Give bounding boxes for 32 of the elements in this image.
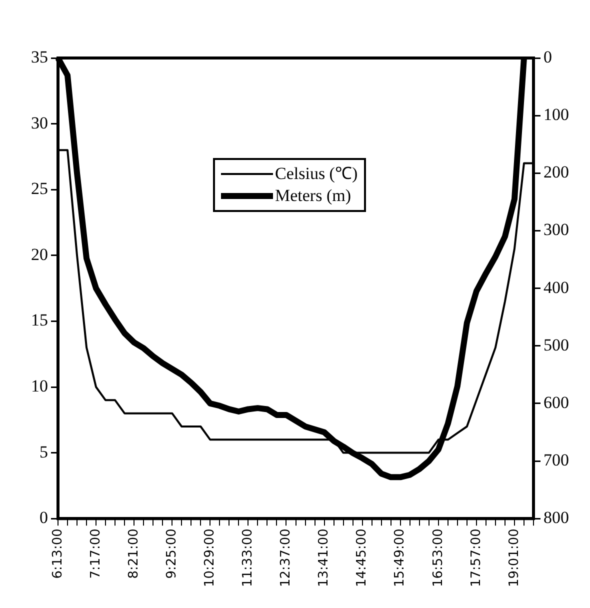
x-tick-label: 9:25:00 xyxy=(164,528,180,579)
y-tick-label: 35 xyxy=(31,47,48,66)
y2-tick-label: 700 xyxy=(544,450,569,470)
x-tick-label: 13:41:00 xyxy=(316,528,332,588)
x-tick-label: 10:29:00 xyxy=(202,528,218,588)
y2-tick-label: 500 xyxy=(544,335,569,354)
y2-tick-label: 600 xyxy=(544,392,569,412)
x-tick-label: 14:45:00 xyxy=(354,528,370,588)
y-tick-label: 25 xyxy=(31,179,48,198)
y-tick-label: 30 xyxy=(31,113,48,132)
legend-label: Meters (m) xyxy=(275,185,352,207)
y2-tick-label: 200 xyxy=(544,162,569,182)
y2-tick-label: 400 xyxy=(544,278,569,297)
x-tick-label: 8:21:00 xyxy=(126,528,142,579)
x-tick-label: 6:13:00 xyxy=(50,528,66,579)
y-tick-label: 20 xyxy=(31,244,48,264)
x-tick-label: 19:01:00 xyxy=(506,528,522,588)
y-tick-label: 0 xyxy=(40,508,48,528)
x-tick-label: 11:33:00 xyxy=(240,528,256,588)
y2-tick-label: 300 xyxy=(544,220,569,240)
x-tick-label: 17:57:00 xyxy=(468,528,484,588)
x-tick-label: 7:17:00 xyxy=(88,528,104,579)
y-tick-label: 15 xyxy=(31,310,48,330)
x-tick-label: 12:37:00 xyxy=(278,528,294,588)
legend-label: Celsius (℃) xyxy=(275,163,358,185)
y2-tick-label: 100 xyxy=(544,105,569,124)
y-tick-label: 5 xyxy=(40,442,48,462)
x-tick-label: 16:53:00 xyxy=(430,528,446,588)
y2-tick-label: 0 xyxy=(544,47,552,66)
x-tick-label: 15:49:00 xyxy=(392,528,408,588)
y2-tick-label: 800 xyxy=(544,508,569,528)
y-tick-label: 10 xyxy=(31,376,48,396)
